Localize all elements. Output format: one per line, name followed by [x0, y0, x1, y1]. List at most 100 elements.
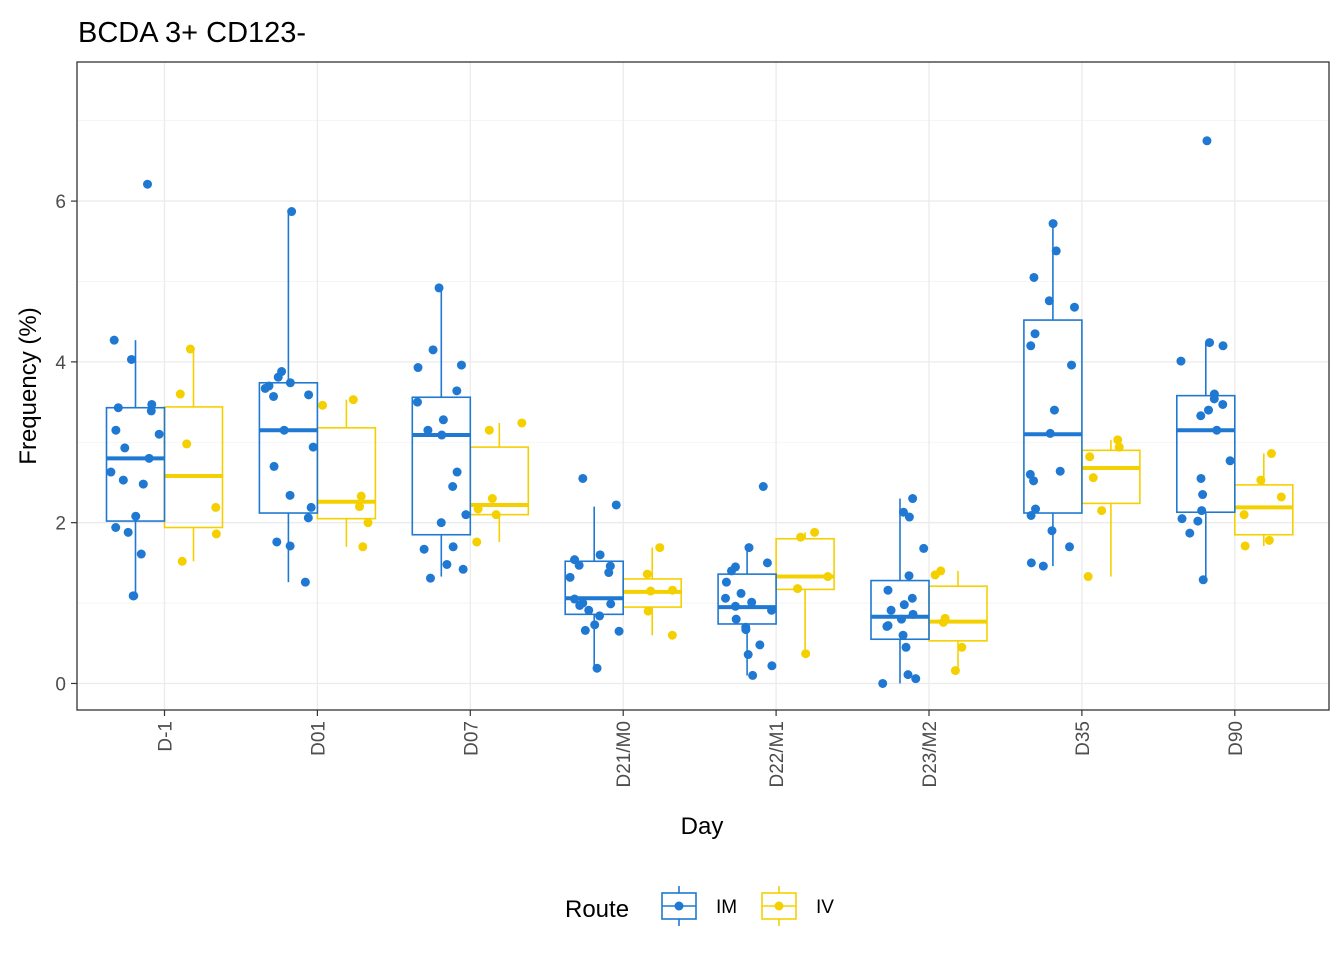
data-point — [604, 568, 614, 578]
data-point — [904, 571, 914, 581]
data-point — [147, 399, 157, 409]
data-point — [1026, 558, 1036, 568]
data-point — [1044, 296, 1054, 306]
x-axis: D-1 D01 D07 D21/M0 D22/M1 D23/M2 D35 D90 — [156, 710, 1247, 788]
data-point — [272, 537, 282, 547]
data-point — [1203, 405, 1213, 415]
data-point — [793, 584, 803, 594]
legend-title: Route — [565, 896, 629, 923]
data-point — [175, 389, 185, 399]
data-point — [590, 620, 600, 630]
data-point — [472, 537, 482, 547]
data-point — [930, 570, 940, 580]
x-tick-label: D07 — [461, 721, 482, 756]
data-point — [1026, 510, 1036, 520]
data-point — [428, 345, 438, 355]
data-point — [300, 577, 310, 587]
data-point — [1045, 428, 1055, 438]
data-point — [823, 572, 833, 582]
data-point — [1097, 506, 1107, 516]
data-point — [1055, 466, 1065, 476]
data-point — [655, 543, 665, 553]
data-point — [473, 504, 483, 514]
data-point — [111, 522, 121, 532]
series-im-layer — [105, 136, 1236, 688]
y-axis: 0 2 4 6 — [55, 192, 77, 695]
data-point — [1030, 329, 1040, 339]
data-point — [898, 507, 908, 517]
data-point — [767, 605, 777, 615]
data-point — [1029, 476, 1039, 486]
data-point — [730, 601, 740, 611]
data-point — [1205, 338, 1215, 348]
data-point — [456, 360, 466, 370]
data-point — [355, 502, 365, 512]
x-tick-label: D23/M2 — [920, 721, 941, 788]
data-point — [273, 372, 283, 382]
data-point — [113, 403, 123, 413]
data-point — [919, 543, 929, 553]
plot-panel — [76, 61, 1330, 711]
data-point — [452, 467, 462, 477]
data-point — [748, 670, 758, 680]
data-point — [758, 481, 768, 491]
legend-point — [774, 901, 784, 911]
data-point — [437, 430, 447, 440]
plot-background — [77, 62, 1329, 710]
data-point — [1029, 272, 1039, 282]
box-iqr — [775, 537, 835, 591]
data-point — [1276, 492, 1286, 502]
y-tick-label: 6 — [55, 192, 66, 213]
data-point — [584, 605, 594, 615]
data-point — [129, 591, 139, 601]
data-point — [120, 443, 130, 453]
data-point — [898, 630, 908, 640]
box-iv-0 — [163, 344, 224, 566]
data-point — [726, 566, 736, 576]
plot-border — [76, 61, 1330, 711]
data-point — [126, 354, 136, 364]
box-im-6 — [1023, 219, 1083, 571]
x-tick-label: D22/M1 — [767, 721, 788, 788]
data-point — [484, 425, 494, 435]
data-point — [308, 442, 318, 452]
data-point — [646, 586, 656, 596]
data-point — [744, 543, 754, 553]
data-point — [1218, 341, 1228, 351]
data-point — [1212, 425, 1222, 435]
data-point — [899, 600, 909, 610]
data-point — [1176, 356, 1186, 366]
data-point — [111, 425, 121, 435]
data-point — [1114, 442, 1124, 452]
data-point — [1069, 302, 1079, 312]
data-point — [755, 640, 765, 650]
data-point — [1240, 541, 1250, 551]
data-point — [1209, 394, 1219, 404]
data-point — [595, 611, 605, 621]
data-point — [592, 663, 602, 673]
data-point — [883, 585, 893, 595]
data-point — [595, 550, 605, 560]
box-iqr — [411, 396, 472, 536]
data-point — [106, 467, 116, 477]
data-point — [356, 491, 366, 501]
data-point — [720, 593, 730, 603]
data-point — [1256, 475, 1266, 485]
data-point — [1085, 452, 1095, 462]
data-point — [736, 588, 746, 598]
data-point — [1067, 360, 1077, 370]
data-point — [957, 642, 967, 652]
data-point — [911, 674, 921, 684]
box-iv-5 — [928, 566, 988, 676]
legend-key-im: IM — [661, 886, 737, 926]
box-im-3 — [564, 473, 625, 673]
data-point — [741, 625, 751, 635]
data-point — [425, 573, 435, 583]
data-point — [938, 617, 948, 627]
data-point — [1193, 516, 1203, 526]
data-point — [1198, 490, 1208, 500]
data-point — [1202, 136, 1212, 146]
data-point — [1065, 542, 1075, 552]
x-axis-title: Day — [681, 813, 724, 840]
box-iqr — [1023, 319, 1083, 514]
